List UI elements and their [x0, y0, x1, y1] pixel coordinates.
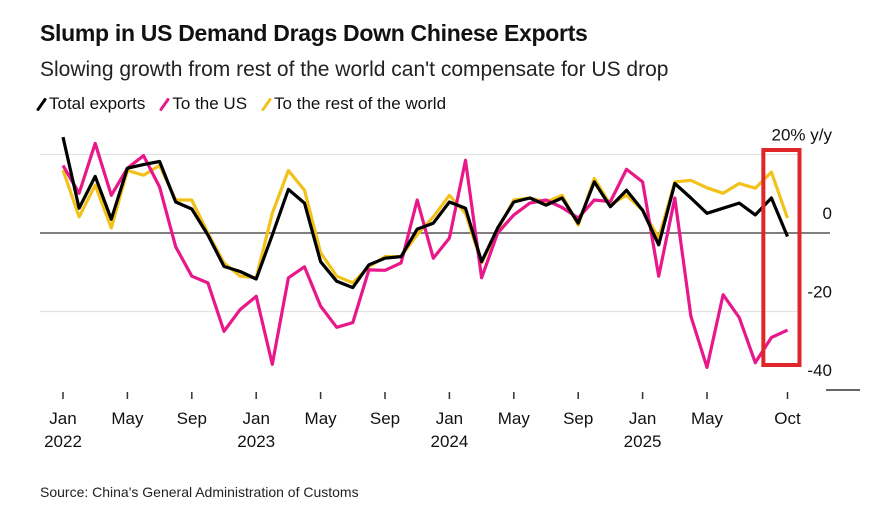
y-tick-label: -20: [807, 283, 832, 302]
y-tick-label: 0: [823, 204, 832, 223]
x-tick-label: Oct: [774, 409, 801, 428]
x-tick-label: May: [305, 409, 338, 428]
chart-subtitle: Slowing growth from rest of the world ca…: [40, 58, 669, 81]
legend-item-us: To the US: [159, 94, 248, 114]
legend-label: To the US: [172, 94, 248, 113]
legend-label: To the rest of the world: [274, 94, 447, 113]
x-tick-label: Sep: [370, 409, 400, 428]
x-tick-label: Sep: [563, 409, 593, 428]
x-tick-year: 2023: [237, 432, 275, 451]
series-line-total-exports: [61, 136, 789, 290]
series-line-to-the-us: [61, 141, 789, 369]
x-tick-label: May: [498, 409, 531, 428]
x-tick-year: 2025: [624, 432, 662, 451]
legend-item-total: Total exports: [35, 94, 146, 114]
legend: Total exports To the US To the rest of t…: [35, 94, 447, 114]
x-tick-label: Jan: [242, 409, 269, 428]
x-tick-label: Jan: [49, 409, 76, 428]
x-tick-label: Sep: [177, 409, 207, 428]
x-tick-label: Jan: [436, 409, 463, 428]
x-tick-year: 2022: [44, 432, 82, 451]
x-tick-year: 2024: [430, 432, 468, 451]
x-tick-label: May: [691, 409, 724, 428]
y-tick-label: 20% y/y: [772, 125, 833, 144]
legend-item-rest: To the rest of the world: [261, 94, 447, 114]
x-tick-label: May: [111, 409, 144, 428]
highlight-box: [761, 148, 802, 367]
source-note: Source: China's General Administration o…: [40, 484, 359, 500]
y-tick-label: -40: [807, 361, 832, 380]
legend-label: Total exports: [49, 94, 146, 113]
x-tick-label: Jan: [629, 409, 656, 428]
chart-title: Slump in US Demand Drags Down Chinese Ex…: [40, 20, 588, 46]
